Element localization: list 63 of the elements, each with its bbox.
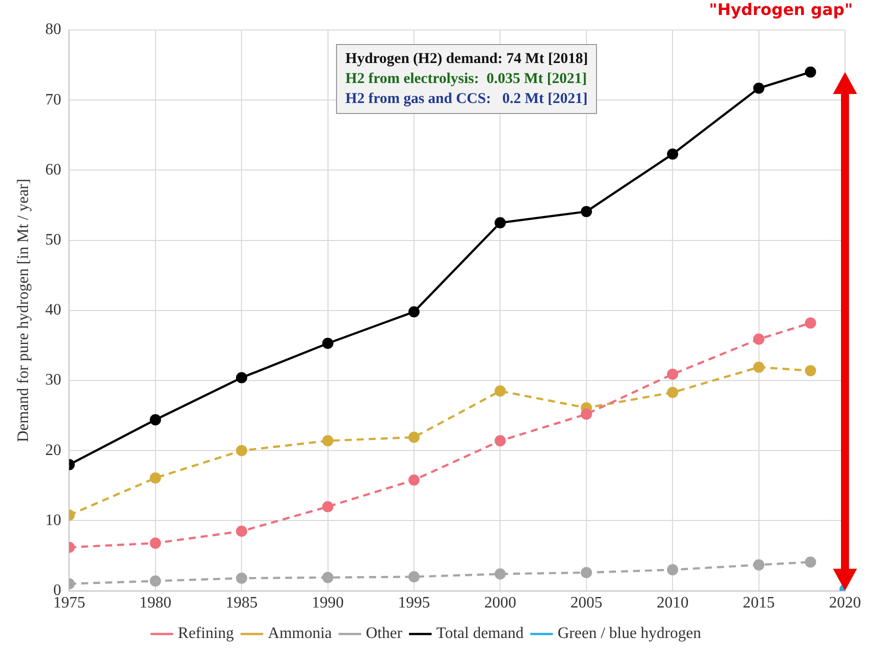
y-tick-label: 80 — [45, 21, 62, 38]
annotation: H2 from electrolysis: 0.035 Mt [2021] — [345, 70, 588, 90]
y-tick-label: 60 — [45, 161, 62, 178]
point — [667, 386, 678, 398]
legend-label: Total demand — [436, 625, 524, 642]
point — [236, 572, 248, 584]
point — [408, 432, 420, 443]
y-tick-label: 70 — [45, 91, 62, 108]
x-tick-label: 2020 — [829, 594, 861, 612]
point — [804, 556, 816, 568]
x-tick-label: 2010 — [656, 594, 689, 612]
legend-label: Other — [366, 625, 403, 642]
x-tick-label: 1985 — [226, 594, 258, 612]
point — [753, 334, 764, 345]
point — [804, 66, 816, 78]
point — [804, 365, 816, 376]
point — [494, 435, 506, 446]
y-tick-label: 30 — [45, 372, 62, 389]
text: "Hydrogen gap" — [709, 0, 853, 19]
point — [408, 306, 420, 318]
point — [753, 82, 764, 94]
point — [150, 414, 161, 426]
point — [753, 559, 764, 570]
point — [804, 317, 816, 329]
point — [236, 526, 248, 537]
point — [322, 338, 334, 349]
point — [494, 568, 506, 580]
y-axis-title: Demand for pure hydrogen [in Mt / year] — [14, 178, 32, 442]
point — [580, 206, 592, 218]
point — [150, 472, 161, 484]
point — [667, 564, 678, 576]
point — [408, 571, 420, 582]
point — [322, 435, 334, 446]
x-tick-label: 1995 — [398, 594, 430, 612]
point — [150, 538, 161, 549]
point — [236, 372, 248, 384]
point — [150, 575, 161, 587]
point — [753, 362, 764, 373]
point — [580, 566, 592, 578]
point — [667, 148, 678, 160]
y-tick-label: 50 — [45, 232, 62, 249]
x-tick-label: 2005 — [570, 594, 602, 612]
x-tick-label: 1990 — [312, 594, 344, 612]
point — [236, 445, 248, 456]
x-tick-label: 2015 — [742, 594, 775, 612]
y-tick-label: 10 — [45, 512, 62, 529]
legend-label: Green / blue hydrogen — [558, 625, 702, 642]
point — [408, 474, 420, 486]
x-tick-label: 2000 — [484, 594, 516, 612]
x-tick-label: 1975 — [53, 594, 86, 612]
point — [322, 501, 334, 512]
annotation: Hydrogen (H2) demand: 74 Mt [2018] — [345, 50, 588, 70]
point — [667, 368, 678, 380]
point — [322, 572, 334, 584]
x-tick-label: 1980 — [139, 594, 172, 612]
y-tick-label: 40 — [45, 302, 62, 319]
point — [580, 408, 592, 420]
legend-label: Refining — [178, 625, 234, 642]
annotation: H2 from gas and CCS: 0.2 Mt [2021] — [345, 90, 588, 110]
legend-label: Ammonia — [268, 625, 332, 642]
point — [494, 385, 506, 397]
point — [494, 217, 506, 228]
y-tick-label: 20 — [45, 442, 62, 459]
